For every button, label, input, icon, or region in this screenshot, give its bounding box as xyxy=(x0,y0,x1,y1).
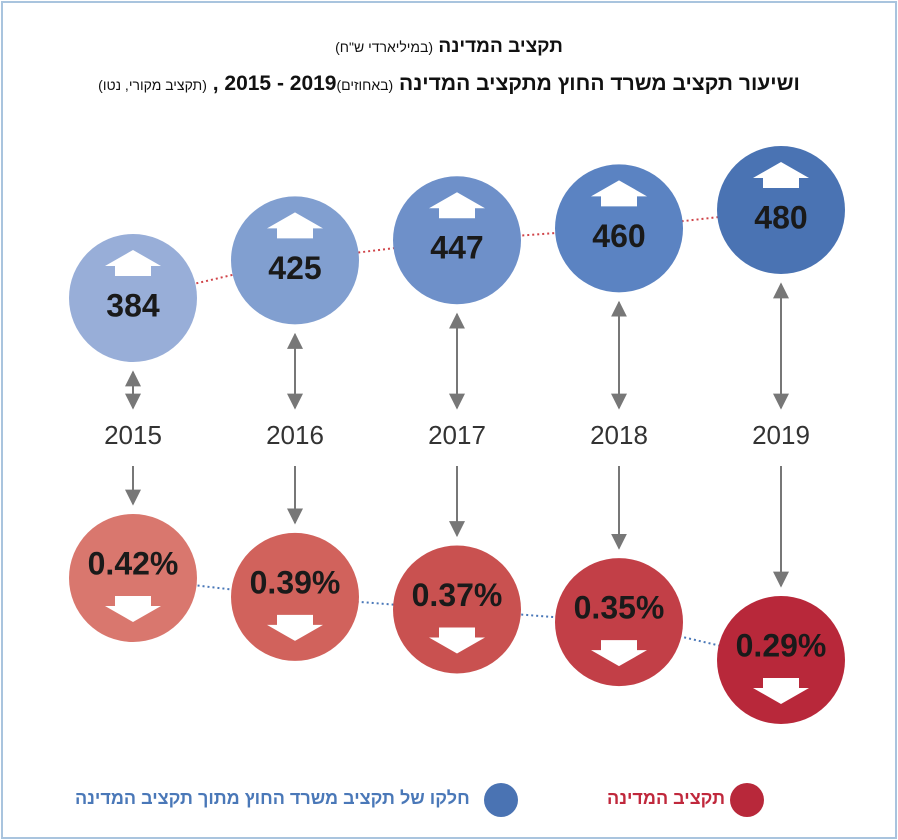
legend-swatch xyxy=(484,783,518,817)
bubble xyxy=(555,558,683,687)
arrow-icon xyxy=(267,614,323,641)
year-label: 2019 xyxy=(752,420,810,450)
bubble xyxy=(717,146,845,274)
data-label: 480 xyxy=(754,199,807,235)
data-label: 384 xyxy=(106,287,160,323)
legend-item: תקציב המדינה xyxy=(560,788,725,809)
subtitle-unit: (באחוזים) xyxy=(336,77,394,93)
bubble xyxy=(555,164,683,293)
data-label: 0.42% xyxy=(88,545,179,581)
data-label: 447 xyxy=(430,230,483,266)
arrow-icon xyxy=(267,212,323,239)
bubble xyxy=(69,514,197,642)
legend-swatch xyxy=(730,783,764,817)
legend-text: תקציב המדינה xyxy=(607,788,725,808)
year-label: 2016 xyxy=(266,420,324,450)
bubble xyxy=(231,196,359,325)
arrow-icon xyxy=(429,627,485,654)
data-label: 0.39% xyxy=(250,564,341,600)
bubble xyxy=(393,545,521,674)
data-label: 425 xyxy=(268,250,321,286)
arrow-icon xyxy=(753,162,809,188)
title-main: תקציב המדינה xyxy=(438,36,563,57)
year-label: 2017 xyxy=(428,420,486,450)
arrow-icon xyxy=(105,250,161,276)
data-label: 0.37% xyxy=(412,577,503,613)
arrow-icon xyxy=(429,192,485,219)
subtitle-years: , 2015 - 2019 xyxy=(212,72,337,95)
subtitle: ושיעור תקציב משרד החוץ מתקציב המדינה (בא… xyxy=(0,72,898,96)
title: תקציב המדינה (במיליארדי ש"ח) xyxy=(0,36,898,58)
bubble xyxy=(393,176,521,305)
legend-text: חלקו של תקציב משרד החוץ מתוך תקציב המדינ… xyxy=(75,788,470,808)
arrow-icon xyxy=(591,640,647,667)
arrow-icon xyxy=(591,180,647,207)
year-label: 2015 xyxy=(104,420,162,450)
title-unit: (במיליארדי ש"ח) xyxy=(335,39,434,55)
arrow-icon xyxy=(105,596,161,622)
arrow-icon xyxy=(753,678,809,704)
data-label: 0.29% xyxy=(736,627,827,663)
bubble xyxy=(231,532,359,661)
bubble xyxy=(69,234,197,362)
year-label: 2018 xyxy=(590,420,648,450)
bubble xyxy=(717,596,845,724)
subtitle-note: (תקציב מקורי, נטו) xyxy=(98,77,207,93)
legend-item: חלקו של תקציב משרד החוץ מתוך תקציב המדינ… xyxy=(0,788,480,809)
data-label: 0.35% xyxy=(574,590,665,626)
subtitle-main: ושיעור תקציב משרד החוץ מתקציב המדינה xyxy=(399,72,800,95)
data-label: 460 xyxy=(592,218,645,254)
